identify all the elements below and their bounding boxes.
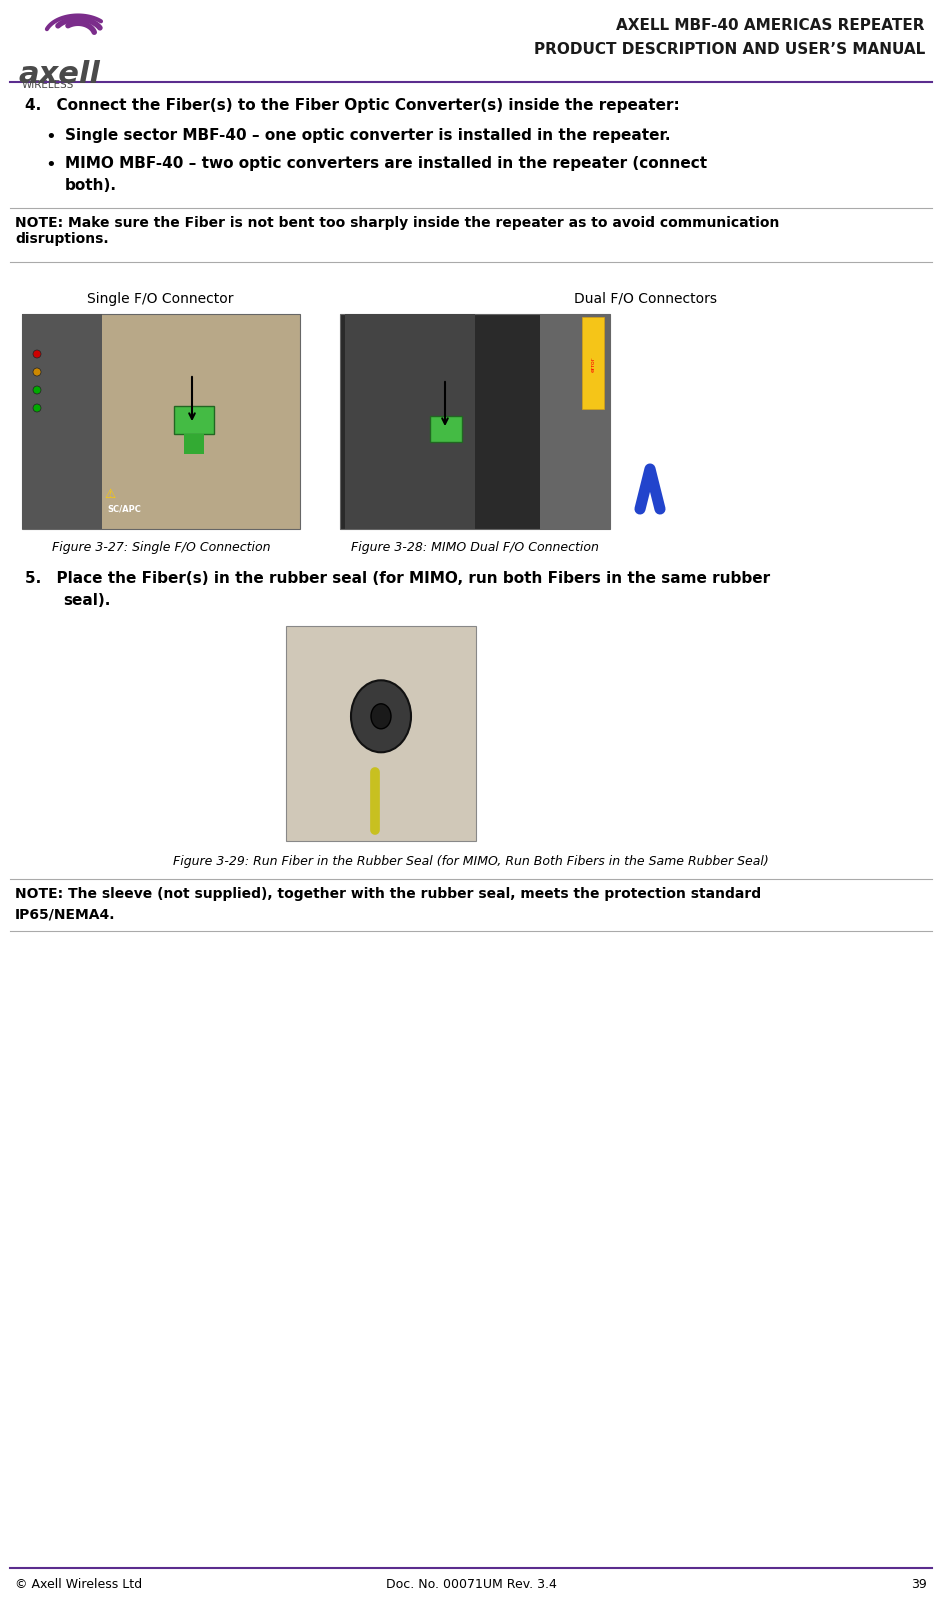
FancyBboxPatch shape [340, 314, 610, 530]
Circle shape [33, 368, 41, 376]
Circle shape [33, 403, 41, 411]
Text: Figure 3-29: Run Fiber in the Rubber Seal (for MIMO, Run Both Fibers in the Same: Figure 3-29: Run Fiber in the Rubber Sea… [173, 854, 769, 867]
FancyBboxPatch shape [184, 434, 204, 454]
Text: IP65/NEMA4.: IP65/NEMA4. [15, 907, 116, 922]
FancyBboxPatch shape [174, 406, 214, 434]
FancyBboxPatch shape [22, 314, 102, 530]
Text: AXELL MBF-40 AMERICAS REPEATER: AXELL MBF-40 AMERICAS REPEATER [616, 18, 925, 34]
Text: axell: axell [18, 59, 100, 90]
Text: 39: 39 [911, 1578, 927, 1590]
FancyBboxPatch shape [540, 314, 610, 530]
Text: Single F/O Connector: Single F/O Connector [87, 291, 234, 306]
Text: MIMO MBF-40 – two optic converters are installed in the repeater (connect: MIMO MBF-40 – two optic converters are i… [65, 157, 707, 171]
Text: NOTE: Make sure the Fiber is not bent too sharply inside the repeater as to avoi: NOTE: Make sure the Fiber is not bent to… [15, 216, 779, 246]
Ellipse shape [371, 704, 391, 728]
FancyBboxPatch shape [345, 314, 475, 530]
Text: ⚠: ⚠ [104, 488, 115, 501]
Circle shape [33, 350, 41, 358]
Text: Figure 3-28: MIMO Dual F/O Connection: Figure 3-28: MIMO Dual F/O Connection [351, 541, 599, 554]
Text: © Axell Wireless Ltd: © Axell Wireless Ltd [15, 1578, 142, 1590]
Text: Single sector MBF-40 – one optic converter is installed in the repeater.: Single sector MBF-40 – one optic convert… [65, 128, 671, 142]
FancyBboxPatch shape [286, 626, 476, 842]
FancyBboxPatch shape [430, 416, 462, 442]
Text: 5. Place the Fiber(s) in the rubber seal (for MIMO, run both Fibers in the same : 5. Place the Fiber(s) in the rubber seal… [25, 571, 771, 586]
Text: •: • [45, 128, 56, 146]
FancyBboxPatch shape [582, 317, 604, 410]
Text: Figure 3-27: Single F/O Connection: Figure 3-27: Single F/O Connection [52, 541, 270, 554]
Text: PRODUCT DESCRIPTION AND USER’S MANUAL: PRODUCT DESCRIPTION AND USER’S MANUAL [534, 42, 925, 58]
Text: SC/APC: SC/APC [107, 504, 141, 514]
Text: •: • [45, 157, 56, 174]
Text: seal).: seal). [63, 594, 110, 608]
Text: Doc. No. 00071UM Rev. 3.4: Doc. No. 00071UM Rev. 3.4 [385, 1578, 557, 1590]
Text: Dual F/O Connectors: Dual F/O Connectors [574, 291, 717, 306]
FancyBboxPatch shape [22, 314, 300, 530]
Text: both).: both). [65, 178, 117, 194]
Text: 4. Connect the Fiber(s) to the Fiber Optic Converter(s) inside the repeater:: 4. Connect the Fiber(s) to the Fiber Opt… [25, 98, 680, 114]
Text: WIRELESS: WIRELESS [22, 80, 74, 90]
Text: error: error [591, 357, 595, 371]
Ellipse shape [351, 680, 411, 752]
Text: NOTE: The sleeve (not supplied), together with the rubber seal, meets the protec: NOTE: The sleeve (not supplied), togethe… [15, 886, 761, 901]
Circle shape [33, 386, 41, 394]
